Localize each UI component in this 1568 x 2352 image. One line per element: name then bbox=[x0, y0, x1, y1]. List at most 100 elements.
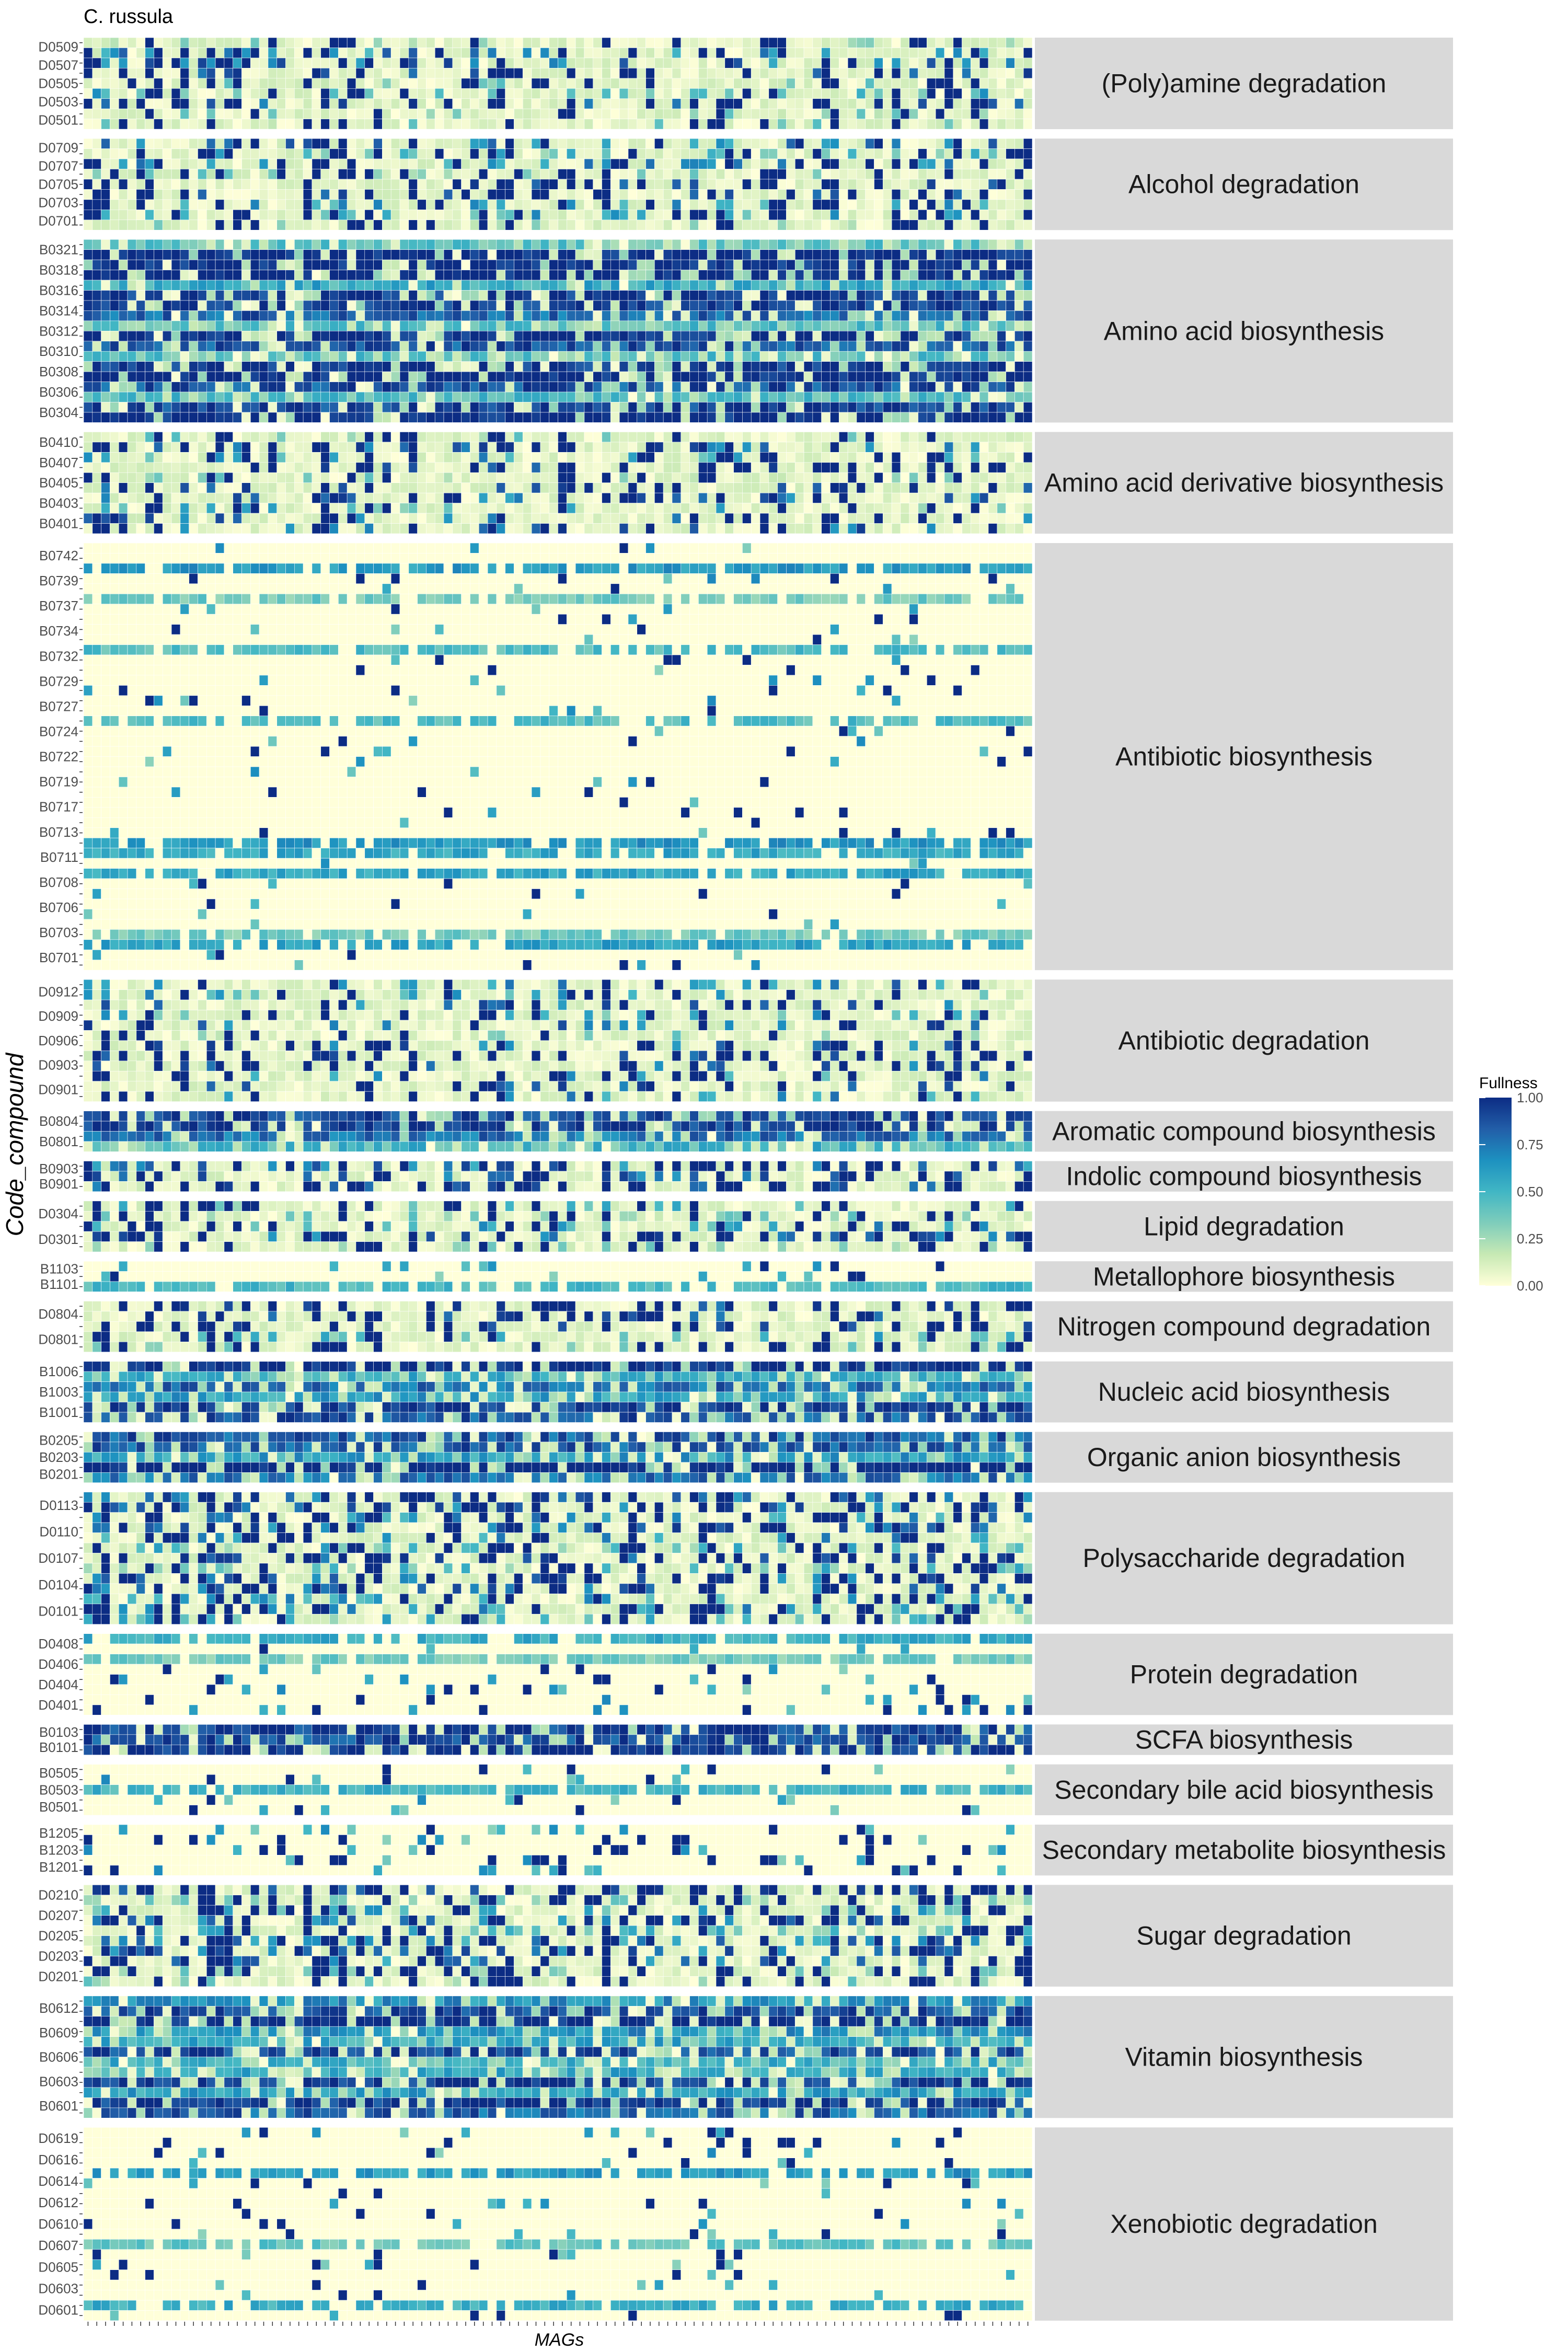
heatmap-cell bbox=[426, 138, 435, 149]
heatmap-cell bbox=[645, 320, 655, 331]
heatmap-cell bbox=[364, 220, 374, 230]
heatmap-cell bbox=[645, 331, 655, 342]
heatmap-cell bbox=[162, 148, 172, 159]
heatmap-cell bbox=[417, 320, 426, 331]
heatmap-cell bbox=[224, 179, 234, 190]
heatmap-cell bbox=[206, 462, 216, 473]
heatmap-cell bbox=[759, 189, 769, 200]
heatmap-cell bbox=[988, 432, 998, 443]
heatmap-cell bbox=[241, 513, 251, 524]
heatmap-cell bbox=[953, 513, 962, 524]
heatmap-cell bbox=[312, 220, 321, 230]
heatmap-cell bbox=[944, 452, 954, 463]
heatmap-cell bbox=[698, 361, 708, 372]
heatmap-cell bbox=[514, 98, 523, 109]
heatmap-cell bbox=[180, 179, 189, 190]
heatmap-cell bbox=[602, 108, 611, 119]
heatmap-cell bbox=[461, 412, 470, 423]
heatmap-cell bbox=[136, 382, 145, 393]
heatmap-cell bbox=[768, 88, 778, 99]
heatmap-cell bbox=[689, 189, 699, 200]
heatmap-cell bbox=[478, 300, 488, 311]
heatmap-cell bbox=[461, 482, 470, 493]
heatmap-cell bbox=[417, 523, 426, 534]
heatmap-cell bbox=[724, 179, 734, 190]
heatmap-cell bbox=[145, 503, 154, 514]
heatmap-cell bbox=[443, 341, 453, 352]
heatmap-cell bbox=[189, 199, 198, 210]
heatmap-cell bbox=[189, 158, 198, 169]
heatmap-cell bbox=[962, 402, 971, 413]
heatmap-cell bbox=[162, 523, 172, 534]
heatmap-cell bbox=[742, 189, 752, 200]
heatmap-cell bbox=[716, 361, 725, 372]
heatmap-cell bbox=[584, 280, 594, 291]
heatmap-cell bbox=[1006, 88, 1015, 99]
heatmap-cell bbox=[584, 300, 594, 311]
heatmap-cell bbox=[83, 331, 93, 342]
heatmap-cell bbox=[434, 523, 444, 534]
heatmap-cell bbox=[619, 442, 629, 453]
heatmap-cell bbox=[514, 472, 523, 483]
heatmap-cell bbox=[768, 513, 778, 524]
heatmap-cell bbox=[399, 179, 409, 190]
heatmap-cell bbox=[364, 462, 374, 473]
heatmap-cell bbox=[127, 108, 137, 119]
heatmap-cell bbox=[189, 189, 198, 200]
heatmap-cell bbox=[83, 351, 93, 362]
heatmap-cell bbox=[847, 300, 857, 311]
heatmap-cell bbox=[654, 220, 664, 230]
heatmap-cell bbox=[180, 310, 189, 321]
heatmap-cell bbox=[803, 158, 813, 169]
heatmap-cell bbox=[434, 492, 444, 503]
heatmap-cell bbox=[900, 442, 910, 453]
heatmap-cell bbox=[971, 209, 980, 221]
heatmap-cell bbox=[558, 57, 567, 68]
heatmap-cell bbox=[470, 412, 479, 423]
heatmap-cell bbox=[127, 189, 137, 200]
heatmap-cell bbox=[663, 270, 673, 281]
heatmap-cell bbox=[268, 331, 278, 342]
heatmap-cell bbox=[417, 280, 426, 291]
heatmap-cell bbox=[233, 382, 242, 393]
heatmap-cell bbox=[1014, 290, 1024, 301]
heatmap-cell bbox=[268, 189, 278, 200]
heatmap-cell bbox=[988, 452, 998, 463]
heatmap-cell bbox=[645, 452, 655, 463]
heatmap-cell bbox=[681, 503, 690, 514]
heatmap-cell bbox=[320, 382, 330, 393]
heatmap-cell bbox=[786, 48, 795, 59]
heatmap-cell bbox=[567, 68, 576, 79]
heatmap-cell bbox=[575, 220, 585, 230]
heatmap-cell bbox=[276, 503, 286, 514]
heatmap-cell bbox=[382, 442, 391, 453]
heatmap-cell bbox=[233, 98, 242, 109]
heatmap-cell bbox=[733, 432, 743, 443]
heatmap-cell bbox=[953, 189, 962, 200]
heatmap-cell bbox=[215, 37, 225, 48]
heatmap-cell bbox=[540, 482, 550, 493]
heatmap-cell bbox=[417, 310, 426, 321]
heatmap-cell bbox=[883, 220, 892, 230]
heatmap-cell bbox=[593, 199, 602, 210]
heatmap-cell bbox=[224, 462, 234, 473]
heatmap-cell bbox=[971, 361, 980, 372]
heatmap-cell bbox=[663, 290, 673, 301]
heatmap-cell bbox=[883, 280, 892, 291]
heatmap-cell bbox=[136, 57, 145, 68]
heatmap-cell bbox=[241, 280, 251, 291]
heatmap-cell bbox=[838, 158, 848, 169]
heatmap-cell bbox=[742, 391, 752, 402]
heatmap-cell bbox=[619, 492, 629, 503]
heatmap-cell bbox=[338, 37, 348, 48]
heatmap-cell bbox=[549, 452, 558, 463]
heatmap-cell bbox=[724, 310, 734, 321]
heatmap-cell bbox=[742, 169, 752, 180]
heatmap-cell bbox=[329, 290, 339, 301]
heatmap-cell bbox=[373, 209, 383, 221]
heatmap-cell bbox=[189, 503, 198, 514]
heatmap-cell bbox=[619, 37, 629, 48]
heatmap-cell bbox=[575, 158, 585, 169]
heatmap-cell bbox=[303, 138, 313, 149]
heatmap-cell bbox=[575, 78, 585, 89]
